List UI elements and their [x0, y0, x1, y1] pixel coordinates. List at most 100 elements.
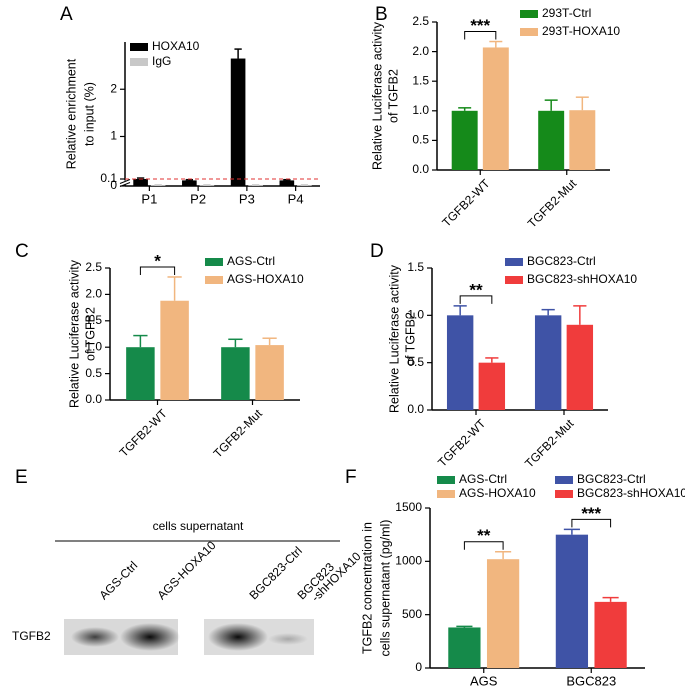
y-axis-label: cells supernatant (pg/ml): [378, 520, 392, 657]
x-tick-label: TGFB2-WT: [439, 176, 493, 230]
blot-band: [208, 623, 268, 651]
y-axis-label: Relative enrichment: [64, 58, 78, 169]
y-axis-label: TGFB2 concentration in: [360, 522, 374, 654]
bar: [279, 180, 295, 186]
y-tick-label: 500: [402, 607, 422, 621]
legend-label: AGS-Ctrl: [459, 472, 507, 486]
y-tick-label: 1: [110, 129, 117, 143]
y-tick-label: 0.1: [100, 171, 117, 185]
x-tick-label: TGFB2-Mut: [525, 176, 580, 231]
significance-label: ***: [470, 16, 490, 35]
panel-letter: B: [375, 4, 388, 25]
bar: [569, 110, 596, 170]
panel-letter: C: [15, 241, 29, 262]
y-axis-label: of TGFB2: [83, 307, 97, 361]
x-tick-label: TGFB2-Mut: [522, 416, 577, 471]
bar: [221, 347, 250, 400]
y-axis-label: Relative Luciferase activity: [370, 21, 384, 170]
significance-label: *: [154, 251, 161, 270]
y-tick-label: 1500: [395, 500, 422, 514]
y-tick-label: 1.0: [407, 308, 424, 322]
significance-label: **: [477, 526, 491, 545]
legend-swatch: [130, 58, 148, 66]
legend-swatch: [555, 490, 573, 498]
bar: [534, 315, 562, 410]
axis-break: [119, 182, 131, 187]
legend-label: 293T-HOXA10: [542, 24, 620, 38]
legend-label: AGS-HOXA10: [459, 486, 536, 500]
x-tick-label: TGFB2-WT: [117, 406, 171, 460]
legend-label: IgG: [152, 54, 171, 68]
blot-band: [71, 627, 119, 647]
legend-swatch: [520, 28, 538, 36]
y-tick-label: 1.5: [412, 73, 429, 87]
legend-label: HOXA10: [152, 39, 200, 53]
y-tick-label: 2.0: [85, 287, 102, 301]
y-tick-label: 1.0: [412, 103, 429, 117]
y-tick-label: 0.5: [412, 133, 429, 147]
x-tick-label: AGS: [470, 673, 498, 688]
significance-bracket: [459, 295, 493, 304]
legend-swatch: [505, 276, 523, 284]
x-tick-label: P2: [190, 191, 206, 206]
y-axis-label: of TGFB2: [386, 69, 400, 123]
y-axis-label: Relative Luciferase activity: [67, 259, 81, 408]
legend-label: BGC823-shHOXA10: [577, 486, 685, 500]
y-tick-label: 0: [415, 660, 422, 674]
significance-label: **: [469, 280, 483, 299]
legend-label: AGS-HOXA10: [227, 272, 304, 286]
y-tick-label: 1.5: [85, 313, 102, 327]
y-tick-label: 0.0: [412, 162, 429, 176]
y-tick-label: 0.5: [85, 366, 102, 380]
y-axis-label: to input (%): [82, 82, 96, 146]
legend-swatch: [437, 476, 455, 484]
significance-bracket: [139, 266, 176, 275]
panel-letter: D: [370, 241, 384, 262]
panel-letter: E: [15, 467, 28, 488]
axis-break: [119, 179, 131, 184]
bar: [538, 110, 565, 170]
y-tick-label: 2.5: [85, 260, 102, 274]
y-tick-label: 1.5: [407, 260, 424, 274]
legend-swatch: [437, 490, 455, 498]
bar: [448, 627, 481, 668]
bar: [478, 362, 506, 410]
y-axis-label: of TGFB2: [403, 312, 417, 366]
y-tick-label: 0.0: [407, 402, 424, 416]
bar: [555, 534, 589, 668]
y-tick-label: 0.5: [407, 355, 424, 369]
legend-swatch: [205, 258, 223, 266]
panel-letter: A: [60, 4, 73, 25]
legend-label: AGS-Ctrl: [227, 254, 275, 268]
legend-label: BGC823-Ctrl: [527, 254, 596, 268]
significance-bracket: [464, 31, 497, 40]
panel-letter: F: [345, 467, 357, 488]
blot-header: cells supernatant: [153, 519, 244, 533]
legend-swatch: [555, 476, 573, 484]
legend-swatch: [505, 258, 523, 266]
bar: [133, 179, 148, 186]
bar: [482, 47, 509, 170]
x-tick-label: P4: [288, 191, 304, 206]
x-tick-label: P3: [239, 191, 255, 206]
y-tick-label: 1.0: [85, 339, 102, 353]
blot-band: [120, 623, 180, 651]
significance-bracket: [463, 541, 504, 550]
blot-lane-label: AGS-HOXA10: [154, 538, 218, 602]
legend-label: BGC823-Ctrl: [577, 472, 646, 486]
legend-label: 293T-Ctrl: [542, 6, 591, 20]
bar: [451, 110, 478, 170]
y-axis-label: Relative Luciferase activity: [387, 264, 401, 413]
x-tick-label: P1: [141, 191, 157, 206]
y-tick-label: 2: [110, 81, 117, 95]
blot-row-label: TGFB2: [12, 629, 51, 643]
y-tick-label: 0: [110, 178, 117, 192]
bar: [160, 300, 189, 400]
axis-break: [120, 180, 130, 185]
bar: [594, 601, 627, 668]
x-tick-label: BGC823: [566, 673, 616, 688]
bar: [566, 324, 594, 410]
y-tick-label: 0.0: [85, 392, 102, 406]
blot-band: [268, 633, 308, 645]
